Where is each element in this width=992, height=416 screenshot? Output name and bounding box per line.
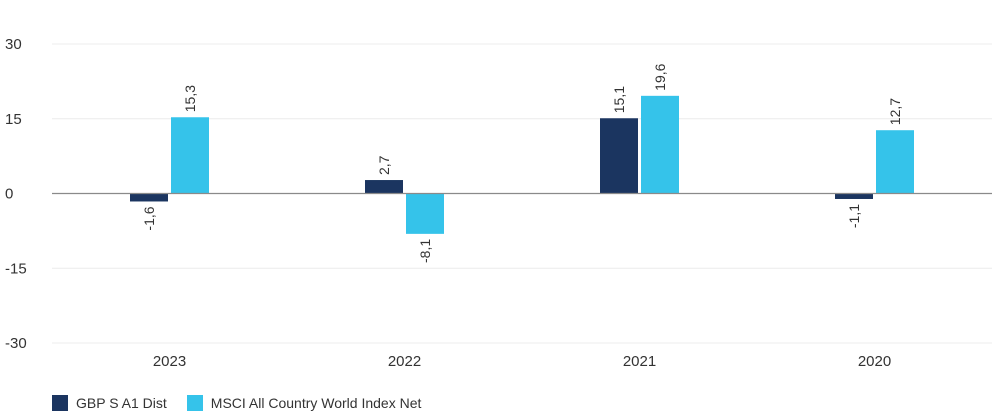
bars (130, 95, 914, 234)
bar (406, 193, 444, 234)
x-tick-label: 2022 (388, 353, 421, 370)
x-axis-ticks: 2023 2022 2021 2020 (153, 353, 891, 370)
x-tick-label: 2023 (153, 353, 186, 370)
data-label: 12,7 (887, 98, 903, 125)
data-label: 2,7 (376, 155, 392, 175)
bar (835, 193, 873, 199)
bar (171, 117, 209, 194)
legend-label-series-2: MSCI All Country World Index Net (210, 395, 422, 411)
bar (876, 130, 914, 194)
y-tick-label: -30 (5, 335, 27, 352)
y-tick-label: -15 (5, 260, 27, 277)
data-label: -1,1 (846, 204, 862, 228)
data-label: 19,6 (652, 63, 668, 90)
bar (365, 180, 403, 194)
x-tick-label: 2020 (858, 353, 891, 370)
data-label: 15,3 (182, 85, 198, 112)
bar (130, 193, 168, 202)
legend-label-series-1: GBP S A1 Dist (76, 395, 167, 411)
legend: GBP S A1 Dist MSCI All Country World Ind… (52, 393, 421, 413)
data-label: -1,6 (141, 206, 157, 230)
data-labels: -1,6 15,3 2,7 -8,1 15,1 19,6 -1,1 12,7 (141, 63, 903, 263)
bar (641, 95, 679, 194)
y-axis-ticks: 30 15 0 -15 -30 (5, 36, 27, 352)
legend-swatch-series-1 (52, 395, 68, 411)
y-tick-label: 30 (5, 36, 22, 53)
data-label: 15,1 (611, 86, 627, 113)
y-tick-label: 15 (5, 111, 22, 128)
data-label: -8,1 (417, 239, 433, 263)
x-tick-label: 2021 (623, 353, 656, 370)
y-tick-label: 0 (5, 186, 13, 203)
legend-item-series-2: MSCI All Country World Index Net (186, 395, 422, 411)
bar (600, 118, 638, 194)
legend-swatch-series-2 (186, 395, 203, 411)
legend-item-series-1: GBP S A1 Dist (52, 395, 167, 411)
